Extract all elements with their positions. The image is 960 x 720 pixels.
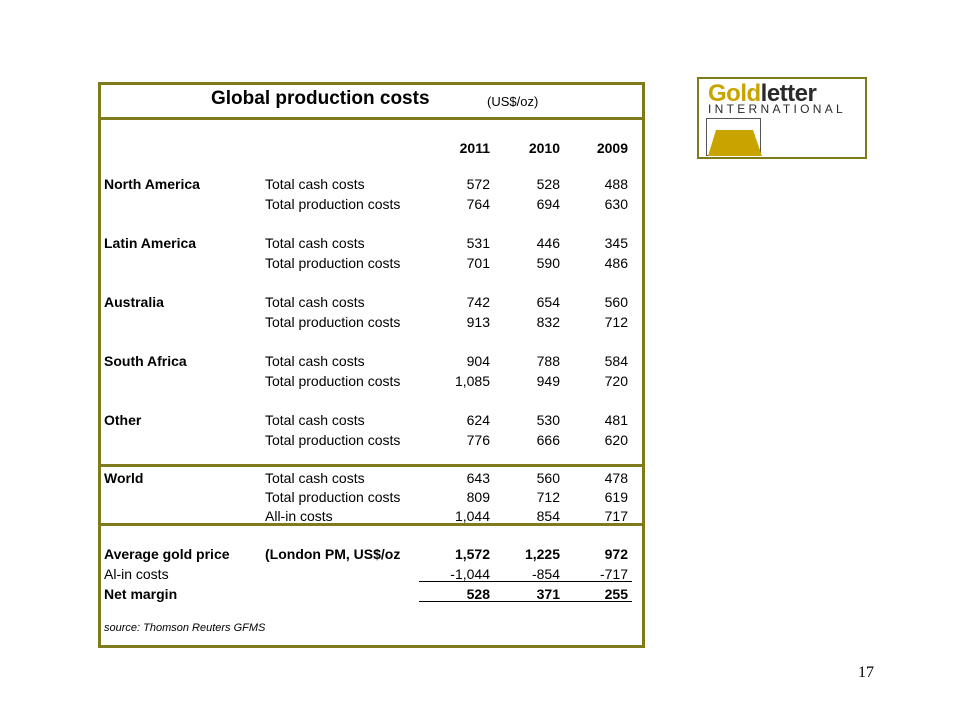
- metric-label: Total production costs: [265, 314, 401, 330]
- value-cell: 531: [466, 235, 490, 251]
- year-header-2010: 2010: [528, 140, 560, 156]
- value-cell: 371: [536, 586, 560, 602]
- value-cell: 776: [466, 432, 490, 448]
- region-name: Other: [104, 412, 142, 428]
- year-header-2011: 2011: [459, 140, 490, 156]
- metric-label: Total cash costs: [265, 470, 365, 486]
- value-cell: 764: [466, 196, 490, 212]
- metric-label: All-in costs: [265, 508, 333, 524]
- sum-rule: [419, 581, 632, 582]
- metric-label: Total cash costs: [265, 176, 365, 192]
- value-cell: 854: [536, 508, 560, 524]
- value-cell: 949: [536, 373, 560, 389]
- value-cell: 619: [604, 489, 628, 505]
- table-unit: (US$/oz): [487, 94, 539, 109]
- value-cell: 620: [604, 432, 628, 448]
- region-name: World: [104, 470, 144, 486]
- value-cell: 654: [536, 294, 560, 310]
- value-cell: 530: [536, 412, 560, 428]
- gold-price-label: Average gold price: [104, 546, 230, 562]
- value-cell: 481: [604, 412, 628, 428]
- value-cell: 572: [466, 176, 490, 192]
- metric-label: Total production costs: [265, 255, 401, 271]
- value-cell: 694: [536, 196, 560, 212]
- value-cell: 560: [604, 294, 628, 310]
- value-cell: -854: [531, 566, 560, 582]
- region-name: Australia: [104, 294, 164, 310]
- total-rule: [419, 601, 632, 602]
- metric-label: Total cash costs: [265, 412, 365, 428]
- value-cell: 701: [466, 255, 490, 271]
- year-header-2009: 2009: [596, 140, 628, 156]
- metric-label: Total production costs: [265, 196, 401, 212]
- gold-price-metric: (London PM, US$/oz: [265, 546, 401, 562]
- metric-label: Total production costs: [265, 489, 401, 505]
- value-cell: 528: [466, 586, 490, 602]
- table-title: Global production costs: [211, 88, 430, 109]
- value-cell: 712: [536, 489, 560, 505]
- value-cell: 1,044: [454, 508, 490, 524]
- source-note: source: Thomson Reuters GFMS: [104, 622, 266, 634]
- value-cell: 486: [604, 255, 628, 271]
- value-cell: 1,085: [454, 373, 490, 389]
- value-cell: 742: [466, 294, 490, 310]
- value-cell: 666: [536, 432, 560, 448]
- value-cell: 478: [604, 470, 628, 486]
- value-cell: 630: [604, 196, 628, 212]
- logo-wordmark: Goldletter: [708, 80, 817, 108]
- value-cell: 972: [604, 546, 628, 562]
- value-cell: 590: [536, 255, 560, 271]
- value-cell: 255: [604, 586, 628, 602]
- allin-costs-label: Al-in costs: [104, 566, 169, 582]
- value-cell: 446: [536, 235, 560, 251]
- metric-label: Total cash costs: [265, 353, 365, 369]
- value-cell: -717: [599, 566, 628, 582]
- value-cell: 488: [604, 176, 628, 192]
- gold-bar-icon: [706, 118, 762, 156]
- logo-gold-text: Gold: [708, 80, 761, 107]
- goldletter-logo: Goldletter INTERNATIONAL: [697, 77, 867, 159]
- region-name: Latin America: [104, 235, 197, 251]
- value-cell: 832: [536, 314, 560, 330]
- value-cell: 1,572: [454, 546, 490, 562]
- metric-label: Total production costs: [265, 432, 401, 448]
- logo-letter-text: letter: [760, 80, 817, 107]
- metric-label: Total production costs: [265, 373, 401, 389]
- production-costs-table: Global production costs (US$/oz) 2011 20…: [98, 82, 645, 648]
- value-cell: 528: [536, 176, 560, 192]
- value-cell: 809: [466, 489, 490, 505]
- value-cell: 624: [466, 412, 490, 428]
- metric-label: Total cash costs: [265, 235, 365, 251]
- value-cell: 913: [466, 314, 490, 330]
- value-cell: -1,044: [450, 566, 490, 582]
- region-name: North America: [104, 176, 200, 192]
- value-cell: 1,225: [524, 546, 560, 562]
- page-number: 17: [858, 664, 874, 681]
- value-cell: 712: [604, 314, 628, 330]
- value-cell: 643: [466, 470, 490, 486]
- value-cell: 560: [536, 470, 560, 486]
- region-name: South Africa: [104, 353, 187, 369]
- net-margin-label: Net margin: [104, 586, 178, 602]
- value-cell: 584: [604, 353, 628, 369]
- section-divider: [101, 464, 642, 467]
- value-cell: 720: [604, 373, 628, 389]
- value-cell: 904: [466, 353, 490, 369]
- value-cell: 345: [604, 235, 628, 251]
- table-title-bar: Global production costs (US$/oz): [101, 85, 642, 120]
- logo-international-text: INTERNATIONAL: [708, 102, 847, 116]
- value-cell: 788: [536, 353, 560, 369]
- metric-label: Total cash costs: [265, 294, 365, 310]
- section-divider: [101, 523, 642, 526]
- value-cell: 717: [604, 508, 628, 524]
